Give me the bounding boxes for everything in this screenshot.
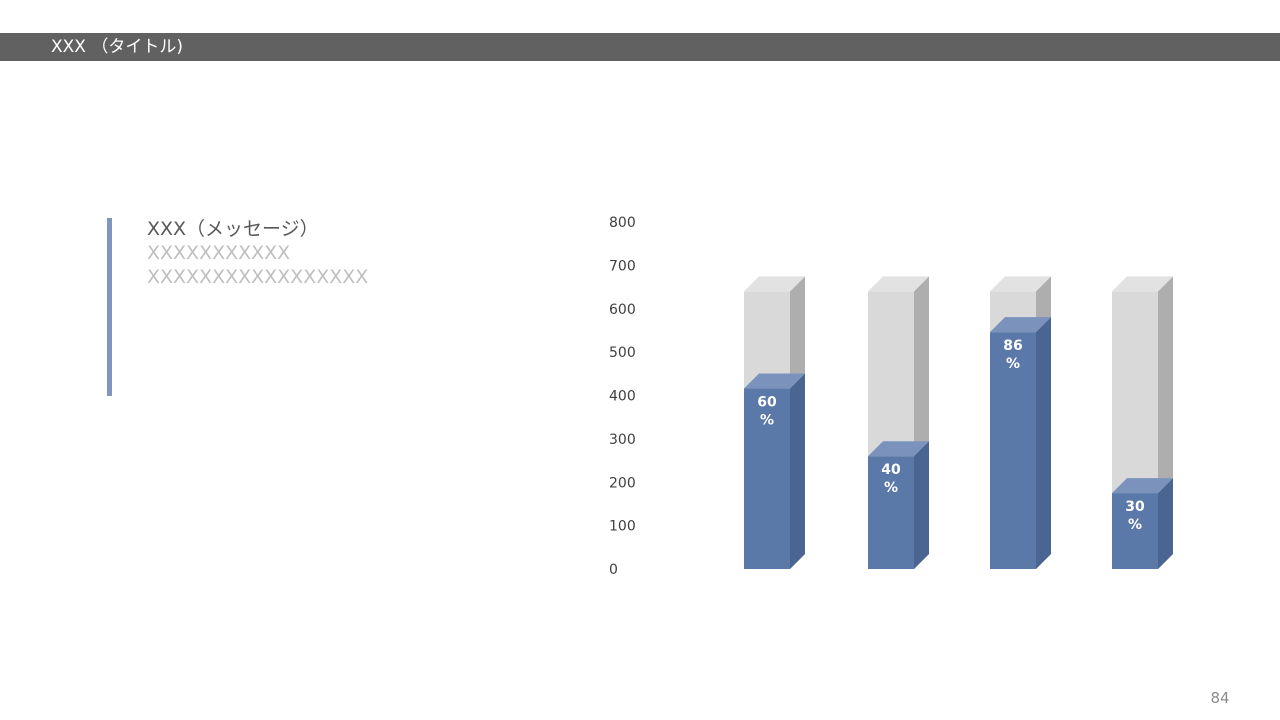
y-tick-label: 400 [609, 389, 636, 405]
value-bar-side [1036, 317, 1051, 569]
value-bar-front [744, 388, 790, 569]
y-tick-label: 600 [609, 302, 636, 318]
total-bar-top [990, 276, 1051, 292]
data-label: 40 [881, 462, 901, 478]
value-bar-top [1112, 478, 1173, 494]
value-bar-side [790, 373, 805, 569]
y-tick-label: 0 [609, 562, 618, 578]
message-block: XXX（メッセージ） XXXXXXXXXXX XXXXXXXXXXXXXXXXX [147, 217, 547, 289]
y-tick-label: 700 [609, 258, 636, 274]
slide-title: XXX （タイトル) [51, 37, 183, 57]
message-line: XXXXXXXXXXX [147, 242, 291, 264]
data-label: 86 [1003, 338, 1022, 354]
total-bar-top [1112, 276, 1173, 292]
title-bar: XXX （タイトル) [0, 33, 1280, 61]
value-bar-top [868, 441, 929, 457]
y-tick-label: 300 [609, 432, 636, 448]
data-label: 30 [1125, 499, 1145, 515]
y-tick-label: 200 [609, 475, 636, 491]
y-tick-label: 800 [609, 215, 636, 231]
value-bar-top [990, 317, 1051, 333]
data-label: % [884, 480, 898, 496]
data-label: % [1006, 356, 1020, 372]
page-number: 84 [1210, 689, 1230, 707]
total-bar-top [744, 276, 805, 292]
value-bar-front [868, 456, 914, 569]
message-heading: XXX（メッセージ） [147, 218, 319, 240]
total-bar-top [868, 276, 929, 292]
value-bar-top [744, 373, 805, 389]
message-line: XXXXXXXXXXXXXXXXX [147, 266, 369, 288]
value-bar-side [914, 441, 929, 569]
data-label: % [760, 413, 774, 429]
y-tick-label: 500 [609, 345, 636, 361]
data-label: 60 [757, 395, 777, 411]
value-bar-front [1112, 493, 1158, 569]
data-label: % [1128, 517, 1142, 533]
value-bar-side [1158, 478, 1173, 569]
value-bar-front [990, 332, 1036, 569]
message-accent-bar [107, 218, 112, 396]
bar-chart: 800 700 600 500 400 300 200 100 0 60% 40% 86% 30% [609, 215, 1173, 578]
y-tick-label: 100 [609, 519, 636, 535]
